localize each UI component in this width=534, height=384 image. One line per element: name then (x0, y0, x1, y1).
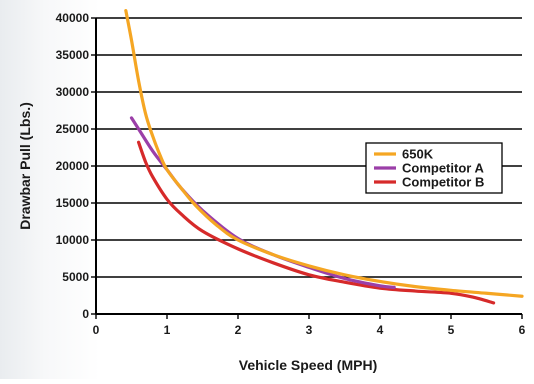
axis-layer (91, 17, 523, 319)
x-tick-label: 1 (164, 323, 171, 337)
y-tick-label: 30000 (56, 85, 90, 99)
x-tick-label: 0 (93, 323, 100, 337)
x-tick-label: 5 (448, 323, 455, 337)
grid-layer (96, 17, 522, 278)
y-tick-label: 35000 (56, 48, 90, 62)
legend-entry-label: Competitor B (402, 175, 484, 190)
x-tick-label: 3 (306, 323, 313, 337)
legend-entry-label: 650K (402, 147, 434, 162)
y-tick-label: 15000 (56, 196, 90, 210)
y-tick-label: 25000 (56, 122, 90, 136)
series-line-competitor-a (129, 116, 396, 289)
y-tick-label: 10000 (56, 233, 90, 247)
x-tick-label: 2 (235, 323, 242, 337)
y-tick-label: 0 (82, 307, 89, 321)
tick-label-layer: 0 5000 10000 15000 20000 25000 30000 35000 40000… (56, 11, 526, 337)
y-tick-label: 40000 (56, 11, 90, 25)
series-line-650k (124, 9, 524, 298)
x-axis-title: Vehicle Speed (MPH) (239, 357, 377, 373)
y-tick-label: 20000 (56, 159, 90, 173)
y-axis-title: Drawbar Pull (Lbs.) (17, 102, 33, 230)
x-tick-label: 4 (377, 323, 384, 337)
x-tick-label: 6 (519, 323, 526, 337)
series-layer (124, 9, 524, 305)
y-tick-label: 5000 (62, 270, 89, 284)
legend-entry-label: Competitor A (402, 161, 484, 176)
series-line-competitor-b (137, 140, 496, 305)
